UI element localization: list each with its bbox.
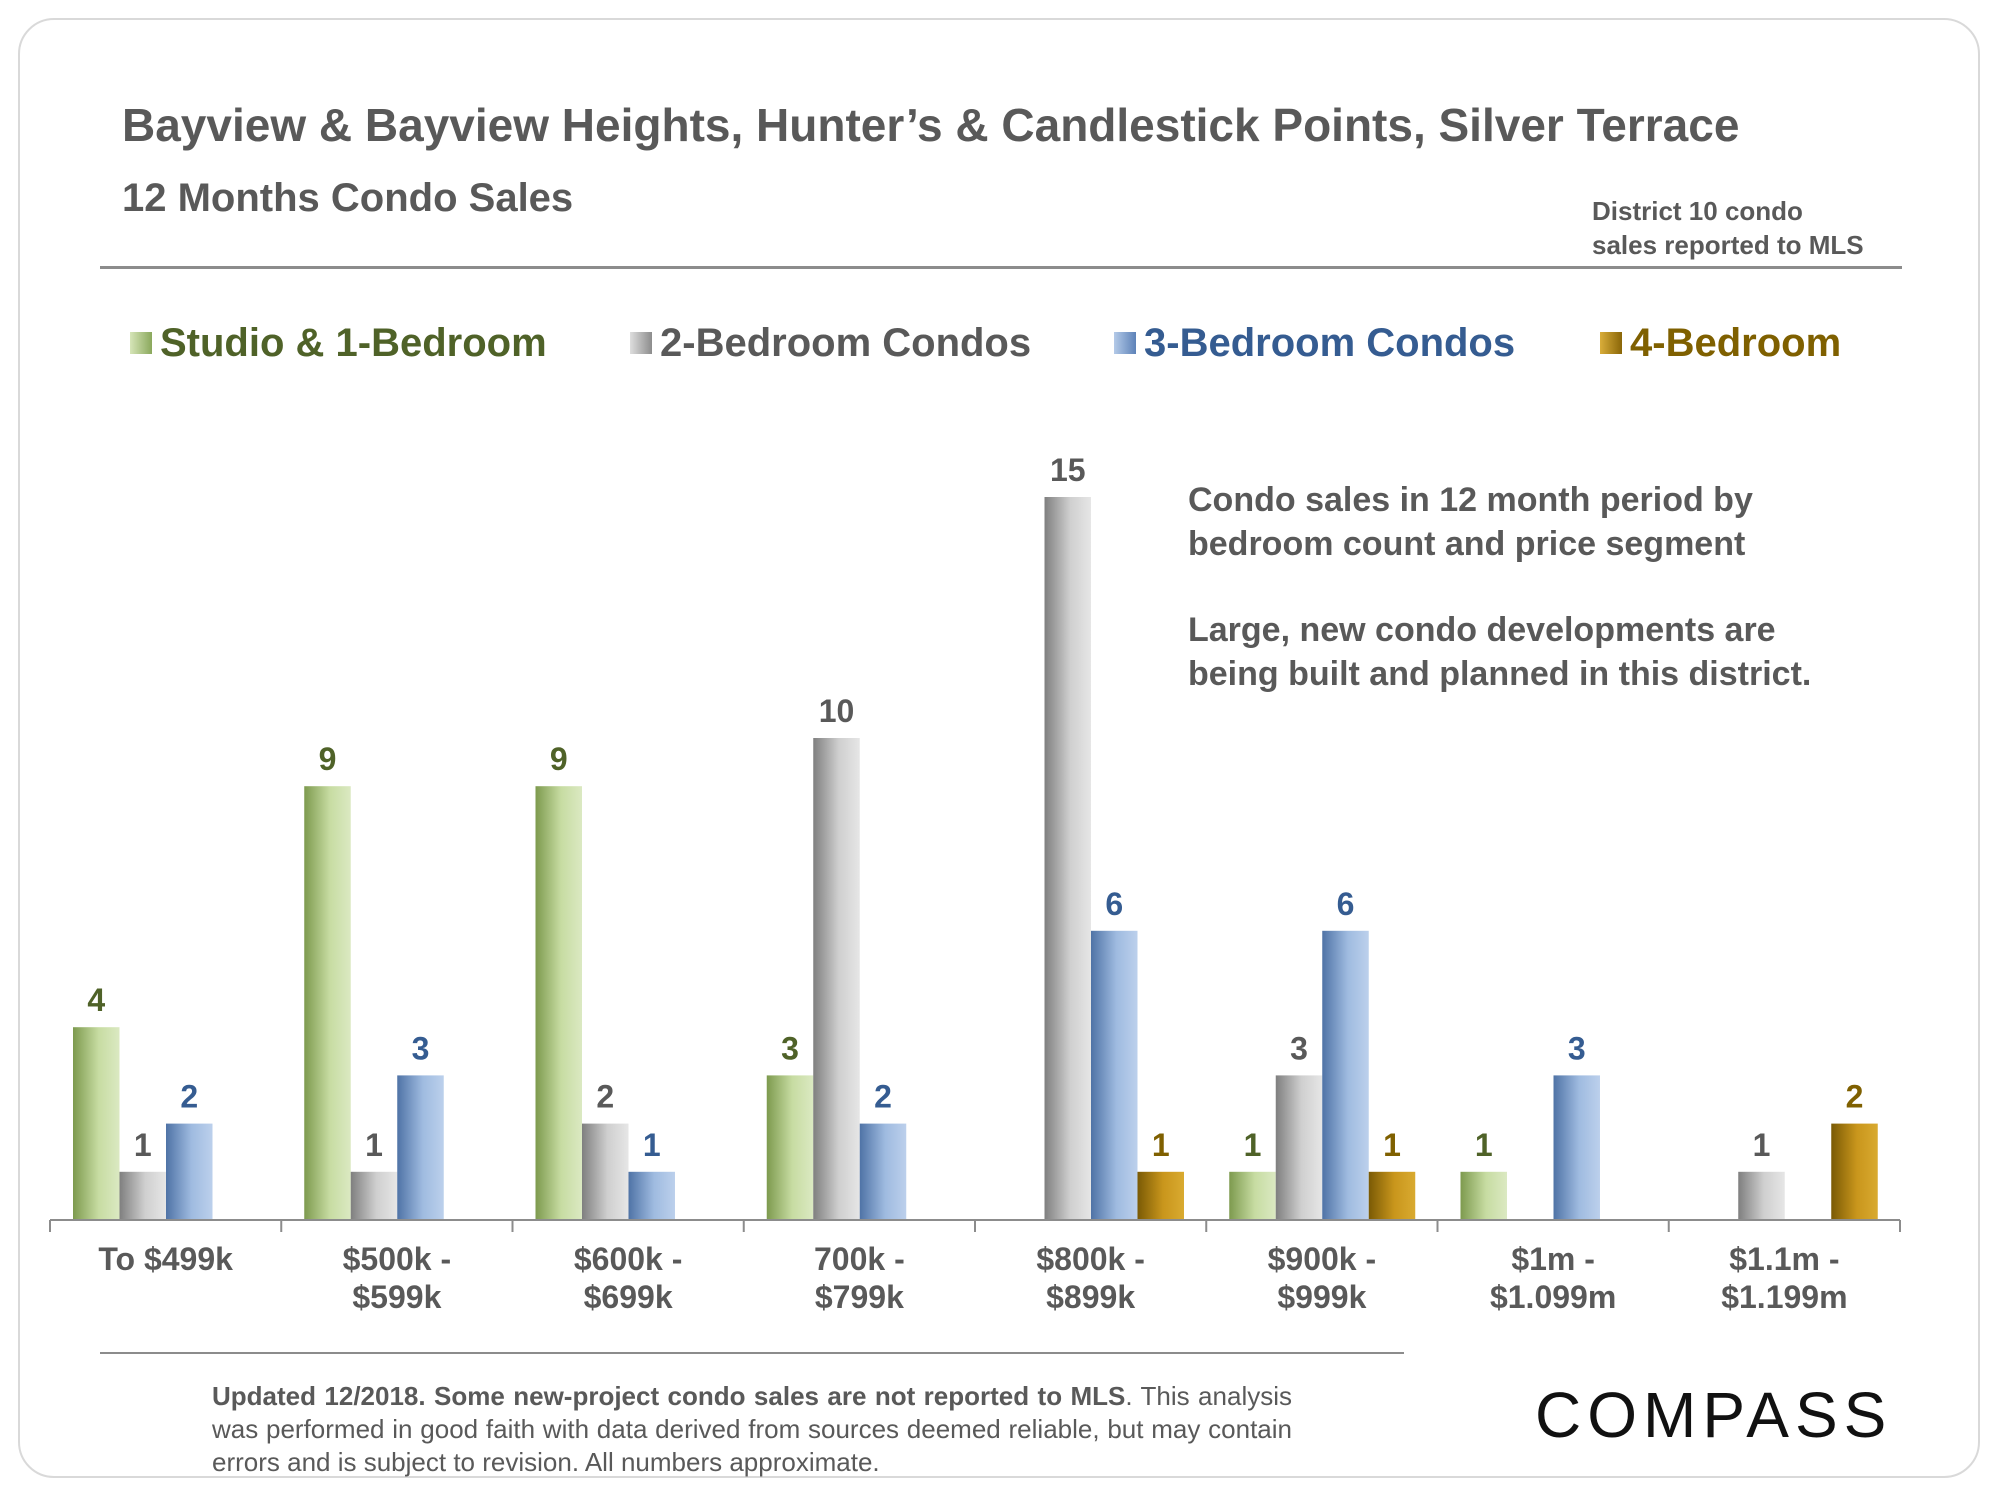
bar-three_bed-2 <box>628 1171 675 1220</box>
legend-swatch-four-bed <box>1600 332 1622 354</box>
footnote: Updated 12/2018. Some new-project condo … <box>212 1380 1292 1479</box>
value-label-two_bed-7: 1 <box>1753 1127 1771 1163</box>
bar-two_bed-5 <box>1275 1075 1323 1220</box>
value-label-studio-3: 3 <box>781 1030 799 1066</box>
footnote-bold: Updated 12/2018. Some new-project condo … <box>212 1381 1126 1411</box>
bar-two_bed-2 <box>582 1123 629 1220</box>
value-label-four_bed-4: 1 <box>1152 1127 1170 1163</box>
annotation-line-1: Condo sales in 12 month period by <box>1188 481 1753 519</box>
annotation-text: Condo sales in 12 month period by bedroo… <box>1188 478 1811 696</box>
annotation-line-2: bedroom count and price segment <box>1188 525 1746 563</box>
bar-studio-0 <box>73 1027 120 1220</box>
annotation-line-3: Large, new condo developments are <box>1188 611 1776 649</box>
value-label-studio-1: 9 <box>319 741 337 777</box>
bar-four_bed-4 <box>1137 1171 1184 1220</box>
x-tick-label-5: $900k -$999k <box>1268 1241 1377 1315</box>
value-label-two_bed-2: 2 <box>596 1079 614 1115</box>
bar-four_bed-5 <box>1368 1171 1416 1220</box>
bar-studio-1 <box>304 786 351 1220</box>
bars-layer <box>73 497 1878 1220</box>
legend-studio: Studio & 1-Bedroom <box>130 318 547 368</box>
chart-title: Bayview & Bayview Heights, Hunter’s & Ca… <box>122 99 1740 151</box>
legend-swatch-studio <box>130 332 152 354</box>
slide-card <box>18 18 1980 1478</box>
legend-swatch-three-bed <box>1114 332 1136 354</box>
bar-two_bed-3 <box>813 738 860 1220</box>
bar-three_bed-1 <box>397 1075 444 1220</box>
legend-two-bed: 2-Bedroom Condos <box>630 318 1031 368</box>
header-rule <box>100 266 1902 269</box>
x-axis: To $499k $500k -$599k $600k -$699k 700k -$7… <box>49 1219 1901 1315</box>
legend-label-four-bed: 4-Bedroom <box>1630 320 1842 365</box>
bar-studio-6 <box>1460 1171 1507 1220</box>
x-tick-label-0: To $499k <box>98 1241 233 1277</box>
footer-rule <box>100 1352 1404 1354</box>
value-label-three_bed-2: 1 <box>643 1127 661 1163</box>
value-label-two_bed-3: 10 <box>819 693 855 729</box>
bar-three_bed-6 <box>1553 1075 1600 1220</box>
bar-two_bed-0 <box>119 1171 166 1220</box>
legend-four-bed: 4-Bedroom <box>1600 318 1841 368</box>
bar-two_bed-4 <box>1044 497 1091 1220</box>
value-label-studio-0: 4 <box>87 982 105 1018</box>
bar-three_bed-0 <box>166 1123 213 1220</box>
x-tick-label-4: $800k -$899k <box>1036 1241 1145 1315</box>
source-note: District 10 condo sales reported to MLS <box>1592 194 1864 262</box>
footnote-rest: . This analysis was performed in good fa… <box>212 1381 1292 1477</box>
value-label-four_bed-7: 2 <box>1846 1079 1864 1115</box>
value-label-three_bed-3: 2 <box>874 1079 892 1115</box>
compass-logo: COMPASS <box>1535 1379 1893 1451</box>
chart-subtitle: 12 Months Condo Sales <box>122 176 574 220</box>
legend-three-bed: 3-Bedroom Condos <box>1114 318 1515 368</box>
legend-label-studio: Studio & 1-Bedroom <box>160 320 547 365</box>
bar-studio-5 <box>1229 1171 1276 1220</box>
x-tick-label-7: $1.1m -$1.199m <box>1721 1241 1847 1315</box>
bar-three_bed-3 <box>859 1123 907 1220</box>
bar-three_bed-4 <box>1091 930 1138 1220</box>
legend-label-three-bed: 3-Bedroom Condos <box>1144 320 1516 365</box>
value-label-three_bed-6: 3 <box>1568 1030 1586 1066</box>
value-label-three_bed-5: 6 <box>1337 886 1355 922</box>
value-label-two_bed-4: 15 <box>1050 452 1086 488</box>
x-tick-label-3: 700k -$799k <box>814 1241 905 1315</box>
bar-three_bed-5 <box>1322 930 1369 1220</box>
value-label-three_bed-0: 2 <box>180 1079 198 1115</box>
bar-two_bed-7 <box>1738 1171 1785 1220</box>
x-tick-label-1: $500k -$599k <box>343 1241 452 1315</box>
value-label-studio-2: 9 <box>550 741 568 777</box>
value-label-three_bed-4: 6 <box>1105 886 1123 922</box>
value-label-four_bed-5: 1 <box>1383 1127 1401 1163</box>
value-label-two_bed-1: 1 <box>365 1127 383 1163</box>
bar-studio-3 <box>766 1075 814 1220</box>
annotation-line-4: being built and planned in this district… <box>1188 655 1812 693</box>
value-label-two_bed-0: 1 <box>134 1127 152 1163</box>
x-tick-label-6: $1m -$1.099m <box>1490 1241 1616 1315</box>
legend-swatch-two-bed <box>630 332 652 354</box>
value-label-two_bed-5: 3 <box>1290 1030 1308 1066</box>
source-note-line-1: District 10 condo <box>1592 196 1803 226</box>
source-note-line-2: sales reported to MLS <box>1592 230 1864 260</box>
bar-four_bed-7 <box>1831 1123 1878 1220</box>
legend-label-two-bed: 2-Bedroom Condos <box>660 320 1032 365</box>
value-label-studio-6: 1 <box>1475 1127 1493 1163</box>
bar-studio-2 <box>535 786 582 1220</box>
x-tick-label-2: $600k -$699k <box>574 1241 683 1315</box>
bar-two_bed-1 <box>350 1171 398 1220</box>
value-label-studio-5: 1 <box>1244 1127 1262 1163</box>
value-label-three_bed-1: 3 <box>412 1030 430 1066</box>
